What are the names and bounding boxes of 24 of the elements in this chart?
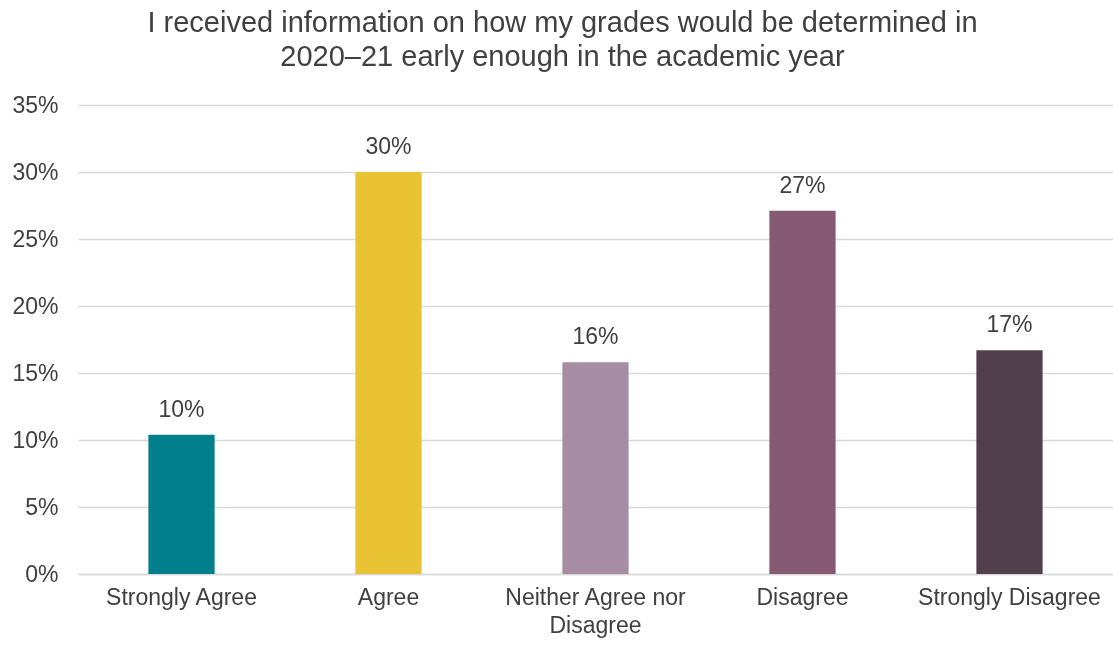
data-label: 16% [572,323,619,350]
bar [976,350,1043,574]
x-tick-label: Disagree [756,583,849,610]
x-tick-label: Strongly Disagree [918,583,1101,610]
bar [769,210,836,574]
chart-title: I received information on how my grades would be determined in 2020–21 early enough in the academic year [147,6,978,72]
y-tick-label: 15% [12,359,59,386]
data-label: 30% [365,133,412,159]
y-tick-label: 5% [25,493,59,520]
data-label: 10% [158,395,205,422]
bar [355,172,422,574]
x-tick-label: Strongly Agree [106,583,257,610]
x-tick-label: Agree [357,583,420,610]
y-tick-label: 20% [12,292,59,319]
data-label: 27% [779,171,826,198]
y-tick-label: 10% [12,426,59,453]
data-label: 17% [986,311,1033,338]
x-tick-label: Neither Agree nor Disagree [505,583,686,638]
bar [148,434,215,574]
y-tick-label: 30% [12,158,59,185]
bar [562,362,629,574]
y-tick-label: 35% [12,91,59,118]
y-tick-label: 0% [25,560,59,587]
y-tick-label: 25% [12,225,59,252]
